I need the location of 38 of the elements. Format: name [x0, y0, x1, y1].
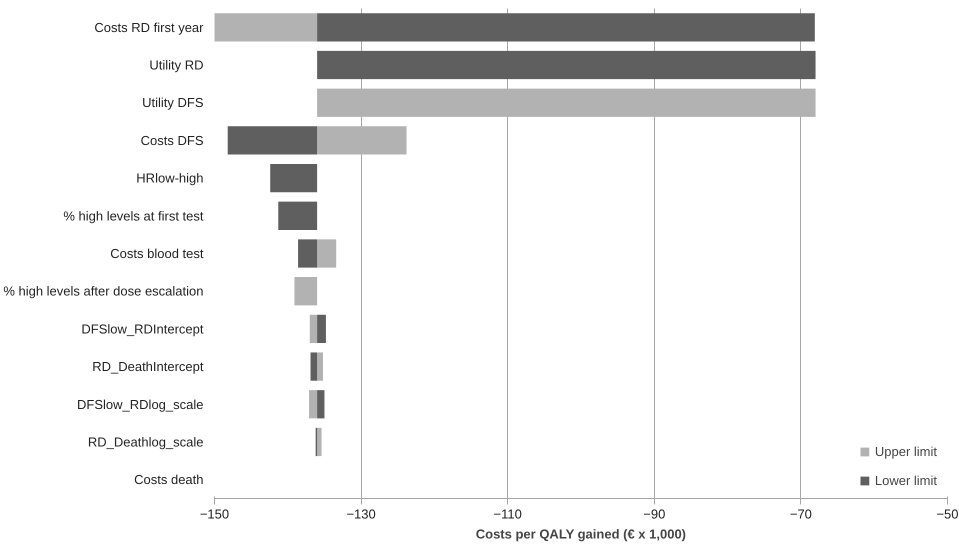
bar [310, 352, 318, 381]
legend-label: Lower limit [874, 473, 937, 488]
bar [317, 13, 815, 42]
x-tick-label: −150 [200, 506, 230, 522]
bar [317, 314, 326, 344]
y-tick-label: HRlow-high [136, 170, 204, 186]
bar [298, 239, 318, 268]
y-tick-label: Costs RD first year [94, 20, 204, 35]
bar [317, 239, 336, 268]
y-tick-label: DFSlow_RDlog_scale [77, 396, 204, 412]
y-tick-label: RD_Deathlog_scale [88, 434, 204, 450]
bar [278, 202, 318, 230]
bar [317, 352, 323, 381]
x-tick-label: −110 [494, 506, 522, 522]
y-tick-label: Costs death [134, 472, 204, 488]
x-tick-label: −50 [936, 506, 959, 522]
bar [317, 50, 816, 80]
y-tick-label: Costs blood test [110, 246, 204, 261]
bar [270, 164, 318, 192]
bar [309, 390, 318, 418]
x-tick-label: −70 [790, 506, 812, 522]
bar [294, 277, 318, 306]
y-tick-label: Utility DFS [142, 95, 204, 110]
legend-label: Upper limit [874, 444, 937, 459]
y-tick-label: % high levels after dose escalation [3, 284, 204, 299]
y-tick-label: Costs DFS [140, 132, 204, 148]
y-tick-label: Utility RD [149, 58, 204, 73]
bar [310, 314, 318, 344]
y-tick-label: % high levels at first test [63, 208, 204, 224]
x-tick-label: −130 [346, 506, 376, 522]
bar [317, 428, 322, 456]
bar [214, 13, 318, 42]
x-axis-title: Costs per QALY gained (€ x 1,000) [476, 526, 686, 542]
x-tick-label: −90 [643, 506, 666, 522]
y-tick-label: RD_DeathIntercept [92, 359, 204, 374]
y-tick-label: DFSlow_RDIntercept [81, 321, 204, 336]
bar [228, 126, 318, 155]
bar [317, 390, 324, 418]
